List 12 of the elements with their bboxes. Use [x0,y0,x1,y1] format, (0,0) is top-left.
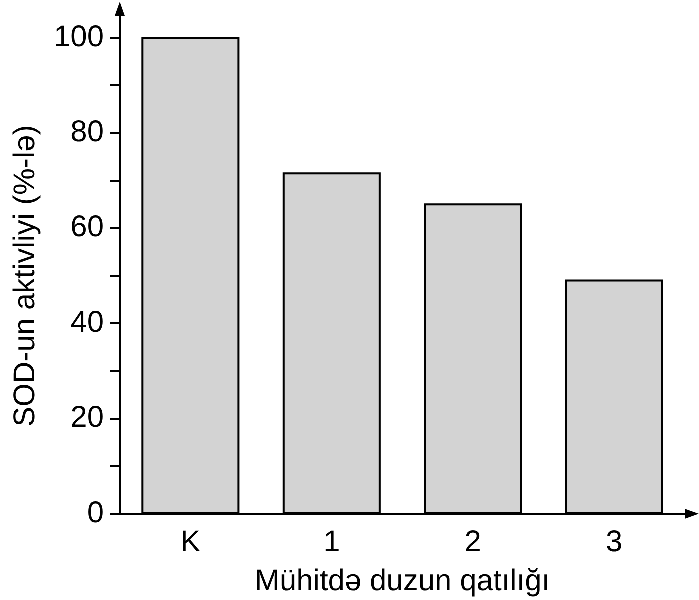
y-axis-title: SOD-un aktivliyi (%-lə) [8,125,42,427]
y-tick-label: 40 [70,306,104,339]
x-tick-label: 1 [324,525,340,558]
y-tick-label: 80 [70,115,104,148]
x-tick-label: 3 [606,525,623,558]
y-tick-label: 100 [54,20,104,54]
y-tick-label: 0 [87,496,104,530]
x-tick-label: 2 [464,525,482,558]
y-tick-label: 60 [70,210,104,244]
x-axis-title: Mühitdə duzun qatılığı [254,564,550,598]
y-tick-label: 20 [70,401,104,434]
x-tick-label: K [180,525,201,558]
